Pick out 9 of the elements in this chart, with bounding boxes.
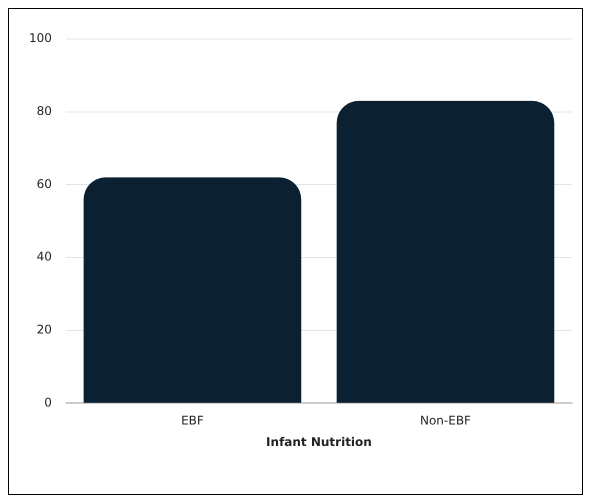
y-tick-label: 20 [36, 322, 52, 336]
x-axis-title: Infant Nutrition [266, 434, 372, 449]
y-tick-label: 60 [36, 176, 52, 191]
y-tick-label: 80 [36, 104, 52, 118]
x-tick-label: Non-EBF [420, 414, 472, 428]
x-tick-label: EBF [181, 414, 204, 428]
y-tick-label: 40 [36, 250, 52, 264]
y-tick-label: 0 [44, 395, 52, 410]
y-tick-label: 100 [29, 31, 52, 46]
